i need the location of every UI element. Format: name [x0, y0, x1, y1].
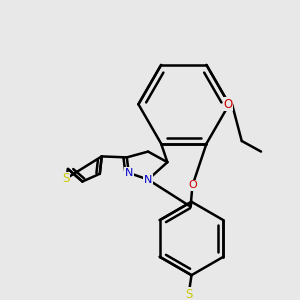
Text: O: O	[188, 180, 197, 190]
Text: S: S	[185, 288, 192, 300]
Text: O: O	[224, 98, 233, 111]
Text: S: S	[62, 172, 70, 185]
Text: N: N	[144, 175, 152, 184]
Text: N: N	[124, 168, 133, 178]
